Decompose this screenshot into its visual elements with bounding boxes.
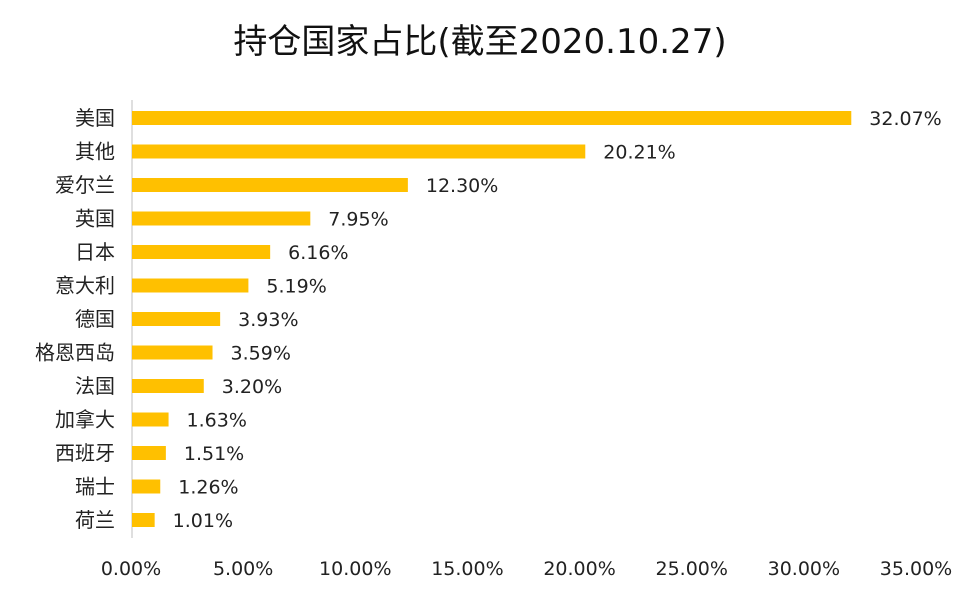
bar-1: [132, 144, 586, 159]
bar-2: [132, 178, 408, 192]
bar-3: [132, 211, 311, 226]
category-label: 日本: [75, 240, 115, 264]
data-label: 3.59%: [231, 343, 291, 365]
data-label: 32.07%: [869, 108, 941, 130]
data-label: 6.16%: [288, 242, 348, 264]
category-label: 荷兰: [75, 508, 115, 532]
x-tick-label: 30.00%: [768, 558, 840, 580]
category-label: 美国: [75, 106, 115, 130]
category-label: 意大利: [55, 274, 115, 298]
x-tick-label: 25.00%: [655, 558, 727, 580]
category-label: 法国: [75, 374, 115, 398]
category-label: 瑞士: [75, 475, 115, 499]
data-label: 7.95%: [328, 209, 388, 231]
bar-0: [132, 111, 852, 125]
data-label: 1.26%: [178, 477, 238, 499]
x-tick-label: 20.00%: [543, 558, 615, 580]
data-label: 20.21%: [603, 142, 675, 164]
category-label: 爱尔兰: [55, 173, 115, 197]
data-label: 1.01%: [173, 510, 233, 532]
x-tick-label: 0.00%: [101, 558, 161, 580]
chart-title: 持仓国家占比(截至2020.10.27): [233, 22, 727, 62]
x-tick-label: 5.00%: [213, 558, 273, 580]
data-label: 3.93%: [238, 309, 298, 331]
bar-12: [132, 513, 155, 527]
bar-9: [132, 412, 169, 427]
bar-5: [132, 278, 249, 293]
bar-11: [132, 479, 161, 494]
data-label: 12.30%: [426, 175, 498, 197]
bar-10: [132, 446, 166, 460]
bar-7: [132, 345, 213, 360]
category-label: 英国: [75, 207, 115, 231]
data-label: 1.63%: [187, 410, 247, 432]
x-tick-label: 10.00%: [319, 558, 391, 580]
data-label: 3.20%: [222, 376, 282, 398]
category-label: 其他: [75, 140, 115, 164]
bar-4: [132, 245, 271, 259]
data-label: 5.19%: [266, 276, 326, 298]
category-label: 德国: [75, 307, 115, 331]
x-tick-label: 15.00%: [431, 558, 503, 580]
category-label: 加拿大: [55, 408, 115, 432]
category-label: 西班牙: [55, 441, 115, 465]
x-tick-label: 35.00%: [880, 558, 952, 580]
data-label: 1.51%: [184, 443, 244, 465]
category-label: 格恩西岛: [35, 341, 115, 365]
bar-6: [132, 312, 221, 326]
bar-8: [132, 379, 204, 393]
